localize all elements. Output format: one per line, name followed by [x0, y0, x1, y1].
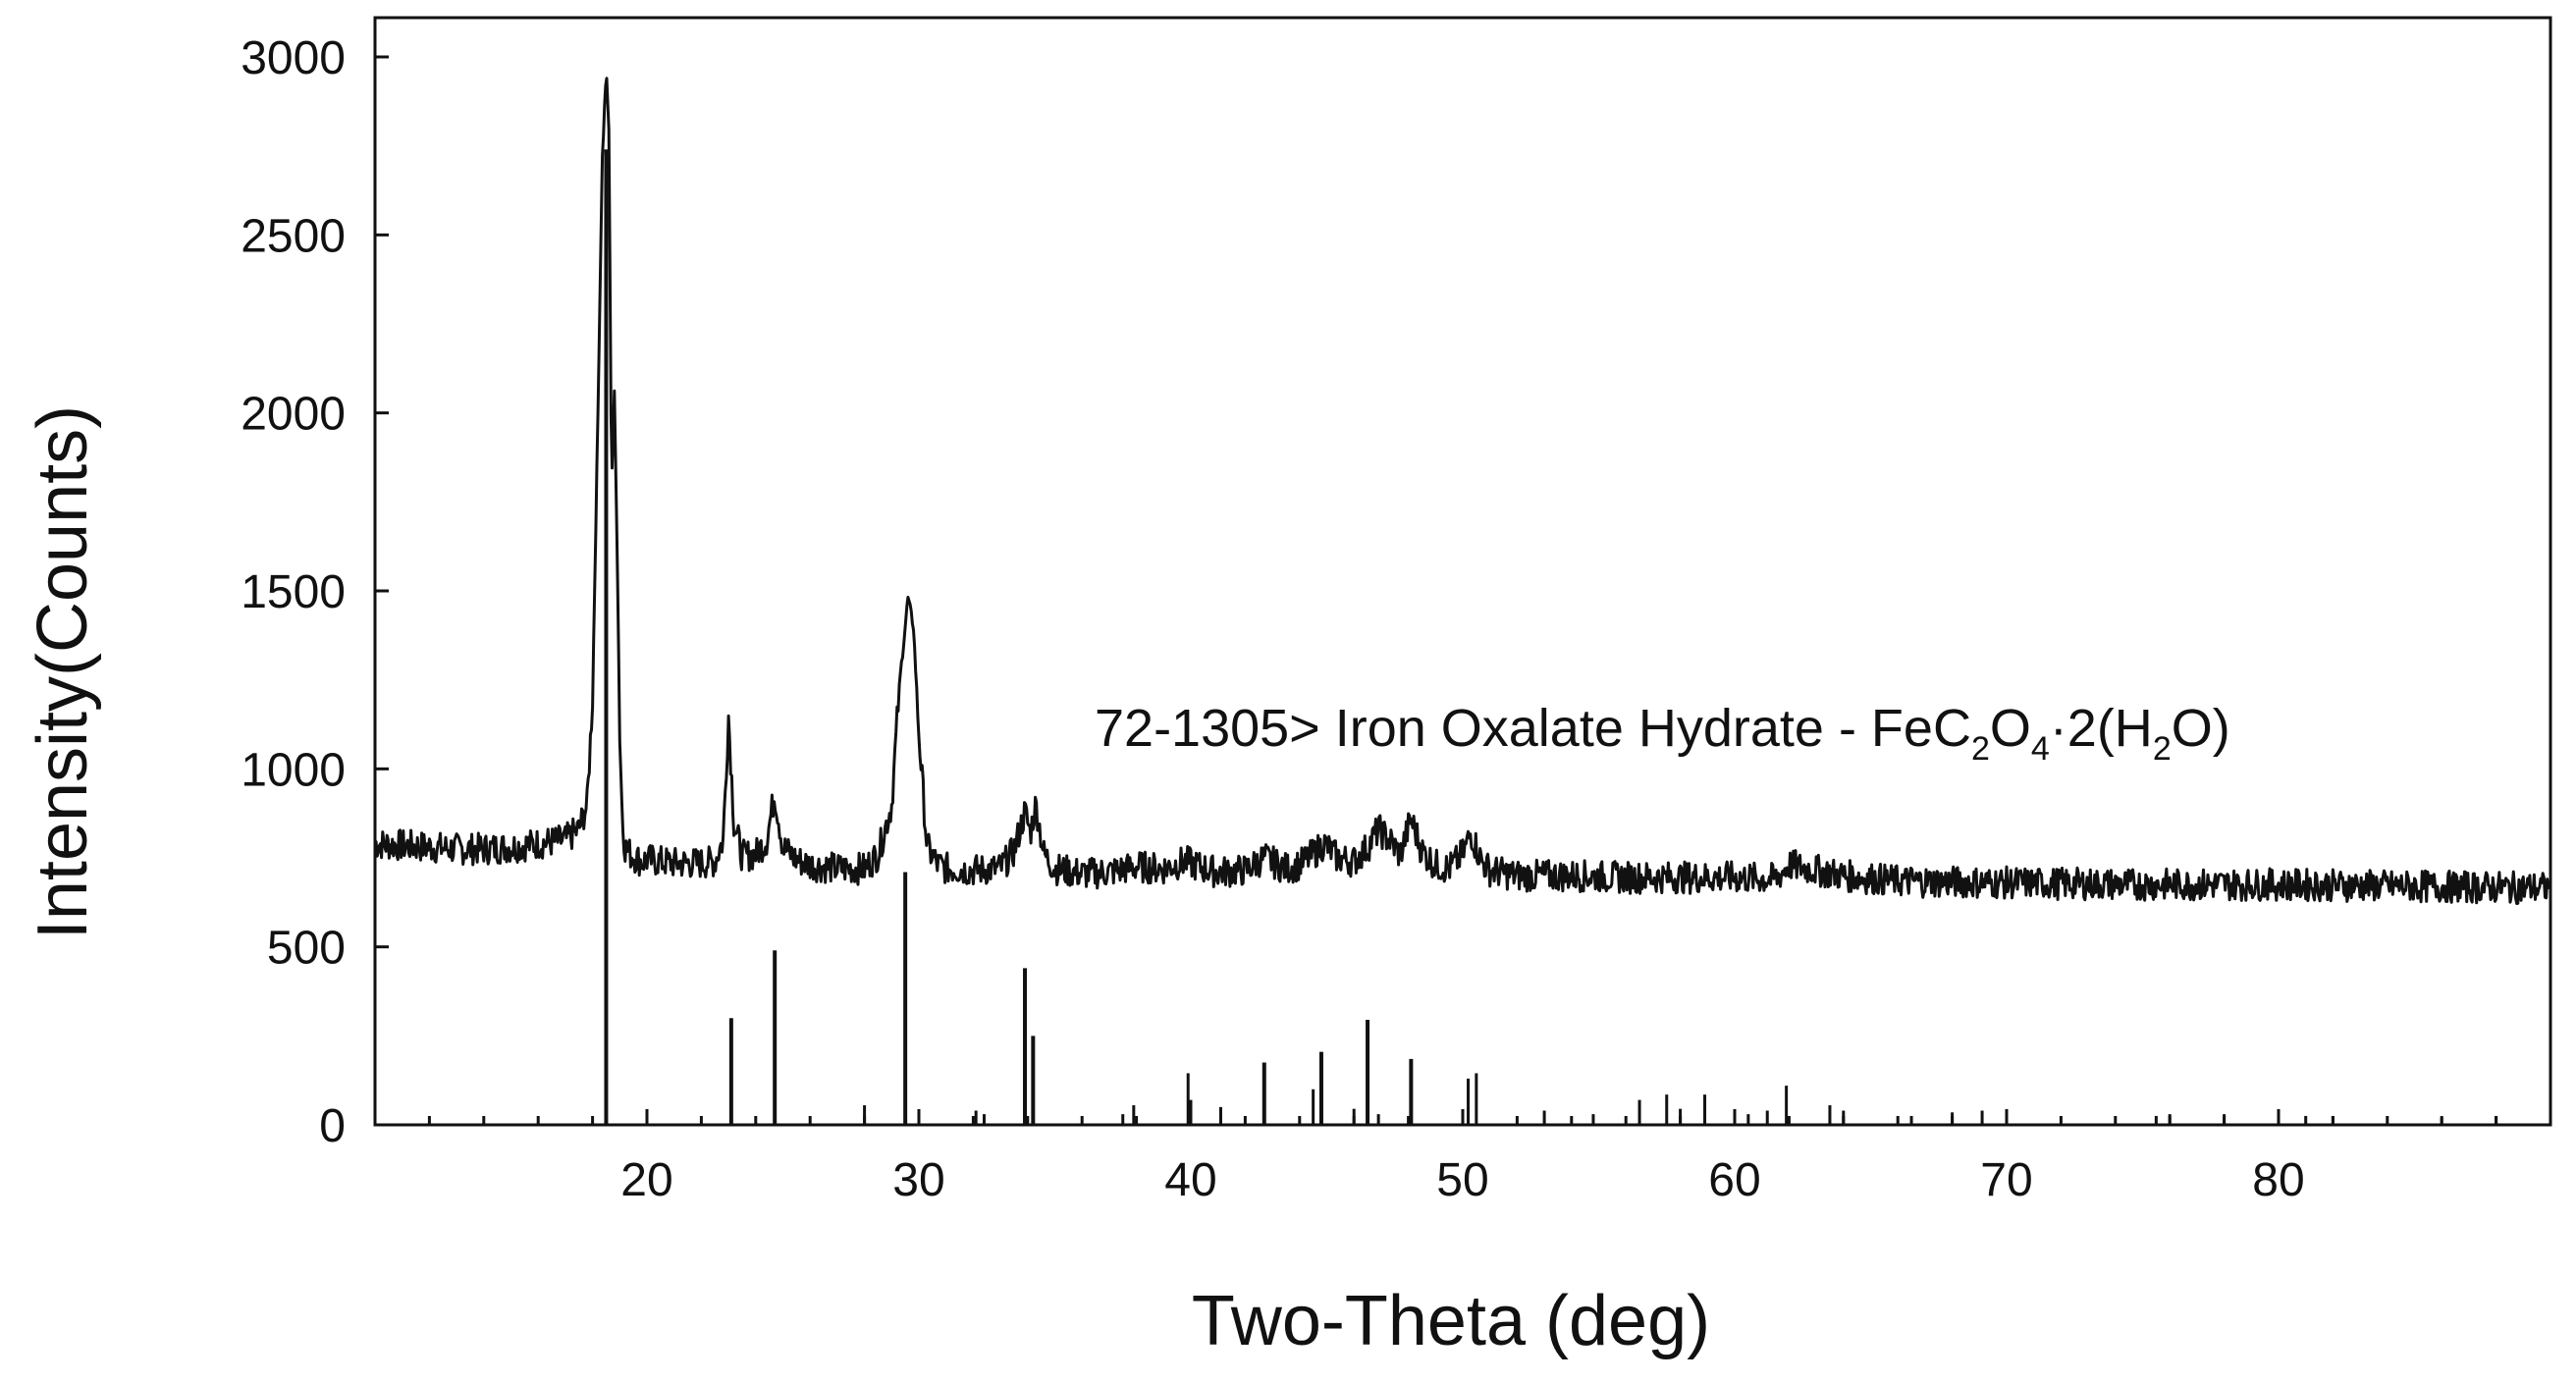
x-tick-label: 30 [892, 1154, 944, 1206]
x-axis-title: Two-Theta (deg) [1192, 1282, 1710, 1360]
plot-frame [373, 16, 2552, 1127]
phase-annotation: 72-1305> Iron Oxalate Hydrate - FeC2O4·2… [1095, 699, 2230, 768]
y-tick-label: 3000 [241, 32, 346, 84]
y-tick-label: 2500 [241, 210, 346, 262]
x-tick-label: 20 [620, 1154, 672, 1206]
x-tick-label: 70 [1980, 1154, 2032, 1206]
diffraction-pattern-line [373, 77, 2551, 906]
x-axis: 20 30 40 50 60 70 80 [427, 1109, 2498, 1206]
x-tick-label: 80 [2252, 1154, 2304, 1206]
y-axis: 0 500 1000 1500 2000 2500 3000 [241, 32, 389, 1152]
y-tick-label: 0 [319, 1100, 346, 1152]
x-tick-label: 40 [1164, 1154, 1216, 1206]
y-tick-label: 2000 [241, 389, 346, 441]
y-tick-label: 1000 [241, 744, 346, 796]
x-tick-label: 60 [1708, 1154, 1760, 1206]
x-tick-label: 50 [1436, 1154, 1488, 1206]
y-tick-label: 1500 [241, 566, 346, 618]
y-tick-label: 500 [267, 923, 346, 975]
reference-stick-pattern [604, 149, 2498, 1125]
y-axis-title: Intensity(Counts) [24, 405, 102, 939]
